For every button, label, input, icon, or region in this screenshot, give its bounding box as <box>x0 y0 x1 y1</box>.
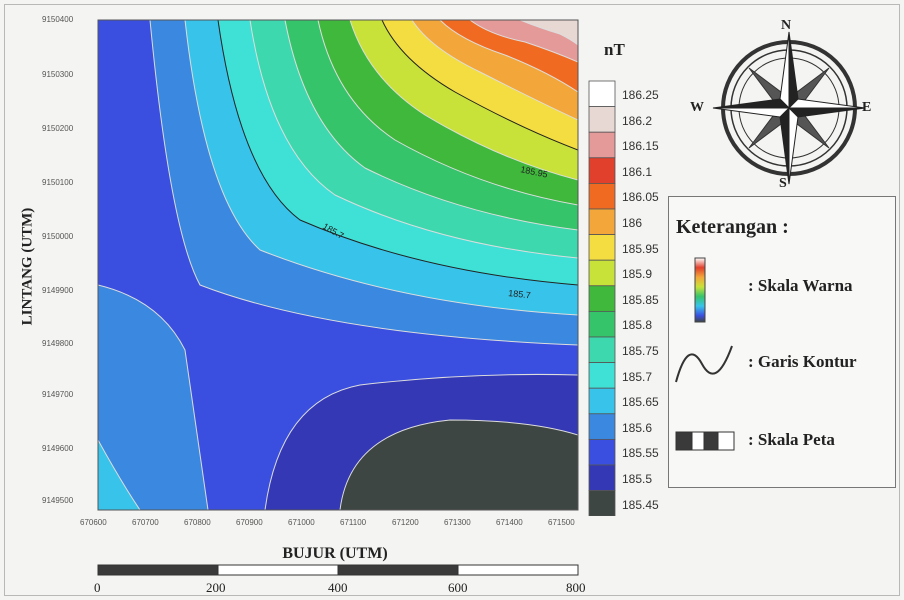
colorbar-level-label: 186.25 <box>622 88 659 102</box>
colorbar-level-label: 185.55 <box>622 446 659 461</box>
colorbar-level-label: 185.8 <box>622 318 653 333</box>
y-tick-label: 9150100 <box>42 178 74 187</box>
colorbar-segment <box>588 131 616 159</box>
x-tick-label: 670800 <box>184 518 211 527</box>
colorbar-level-label: 186.05 <box>622 190 659 205</box>
colorbar-level-label: 185.7 <box>622 369 653 384</box>
scale-bar-label: 400 <box>328 580 348 595</box>
colorbar-segment <box>588 208 616 236</box>
y-tick-label: 9150200 <box>42 124 74 133</box>
legend-item-map-scale: : Skala Peta <box>748 430 835 449</box>
colorbar-level-label: 185.9 <box>622 267 653 282</box>
y-tick-label: 9150300 <box>42 70 74 79</box>
scale-bar-label: 800 <box>566 580 586 595</box>
x-tick-label: 671400 <box>496 518 523 527</box>
legend-title: Keterangan : <box>676 216 789 238</box>
legend-map-scale-icon <box>675 431 735 451</box>
scale-bar-label: 200 <box>206 580 226 595</box>
compass-e: E <box>862 100 872 115</box>
colorbar-level-label: 186.2 <box>622 113 653 128</box>
y-tick-label: 9150400 <box>42 15 74 24</box>
colorbar-segment <box>588 336 616 364</box>
colorbar-level-label: 185.85 <box>622 292 659 307</box>
legend-item-contour-line: : Garis Kontur <box>748 352 857 371</box>
map-frame <box>4 4 900 596</box>
y-tick-label: 9149900 <box>42 286 74 295</box>
y-axis-label: LINTANG (UTM) <box>19 207 36 326</box>
colorbar-level-label: 186.15 <box>622 139 659 154</box>
colorbar-segment <box>588 285 616 312</box>
compass-s: S <box>779 176 787 191</box>
contour-label: 185.7 <box>508 288 531 300</box>
colorbar-segment <box>588 490 616 516</box>
compass-rose-icon <box>712 31 866 185</box>
x-tick-label: 671100 <box>340 518 367 527</box>
y-tick-label: 9149800 <box>42 339 74 348</box>
colorbar-level-label: 185.45 <box>622 497 659 512</box>
x-tick-label: 670900 <box>236 518 263 527</box>
scale-bar-label: 0 <box>94 580 101 595</box>
colorbar-segment <box>588 80 616 108</box>
compass-n: N <box>781 18 792 33</box>
colorbar-segment <box>588 183 616 210</box>
x-tick-label: 671300 <box>444 518 471 527</box>
colorbar-segment <box>588 234 616 261</box>
x-tick-label: 671200 <box>392 518 419 527</box>
x-tick-label: 671500 <box>548 518 575 527</box>
colorbar-segment <box>588 157 616 184</box>
legend-contour-line-icon <box>675 345 733 383</box>
colorbar-segment <box>588 464 616 492</box>
colorbar-segment <box>588 362 616 389</box>
colorbar-level-label: 185.6 <box>622 420 653 435</box>
x-tick-label: 671000 <box>288 518 315 527</box>
colorbar-segment <box>588 310 616 338</box>
colorbar-segment <box>588 438 616 466</box>
colorbar-level-label: 186.1 <box>622 164 653 179</box>
legend-item-color-scale: : Skala Warna <box>748 276 853 295</box>
colorbar-segment <box>588 413 616 440</box>
y-tick-label: 9149600 <box>42 444 74 453</box>
x-tick-label: 670600 <box>80 518 107 527</box>
x-axis-label: BUJUR (UTM) <box>282 545 388 562</box>
x-tick-label: 670700 <box>132 518 159 527</box>
y-tick-label: 9149700 <box>42 390 74 399</box>
scale-bar <box>97 564 579 576</box>
y-tick-label: 9150000 <box>42 232 74 241</box>
colorbar-level-label: 185.5 <box>622 472 653 486</box>
colorbar-level-label: 185.65 <box>622 395 659 410</box>
colorbar-level-label: 185.95 <box>622 241 659 256</box>
scale-bar-label: 600 <box>448 580 468 595</box>
colorbar-level-label: 186 <box>622 216 643 230</box>
colorbar-level-label: 185.75 <box>622 344 659 358</box>
colorbar <box>588 80 616 516</box>
colorbar-segment <box>588 259 616 287</box>
compass-w: W <box>690 100 704 115</box>
legend-color-scale-icon <box>694 257 706 323</box>
y-tick-label: 9149500 <box>42 496 74 505</box>
colorbar-segment <box>588 387 616 415</box>
colorbar-segment <box>588 106 616 133</box>
colorbar-unit: nT <box>604 40 625 59</box>
